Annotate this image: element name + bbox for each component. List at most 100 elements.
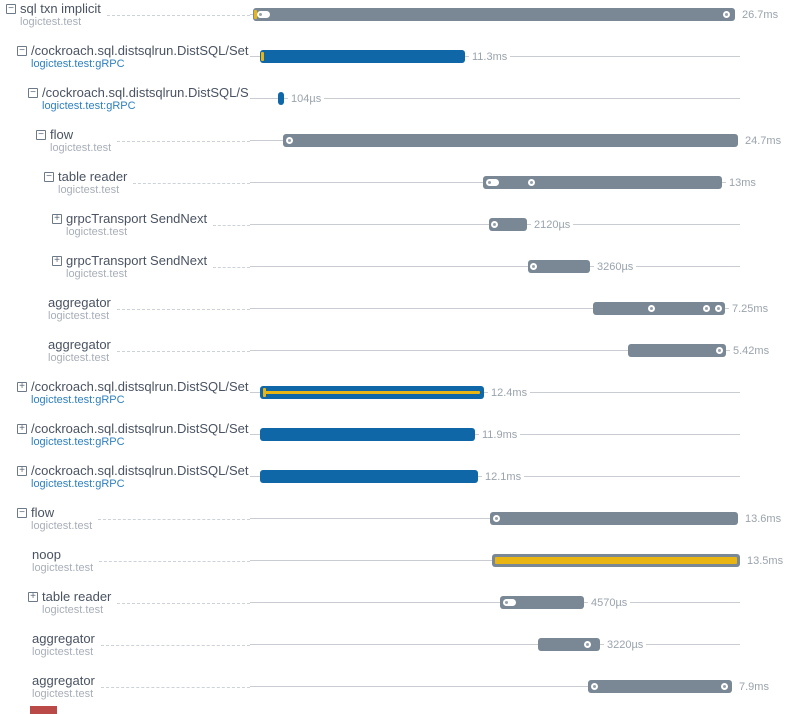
leader-line — [100, 687, 250, 688]
span-bar[interactable] — [283, 134, 738, 147]
span-bar[interactable] — [628, 344, 726, 357]
span-marker-dot — [648, 305, 655, 312]
collapse-icon[interactable]: − — [28, 88, 38, 98]
span-bar[interactable] — [260, 470, 478, 483]
span-service-label: logictest.test — [20, 16, 82, 28]
span-label-area: noop logictest.test — [0, 546, 250, 588]
span-marker-dot — [715, 305, 722, 312]
collapse-icon[interactable]: − — [36, 130, 46, 140]
span-timeline: 24.7ms — [250, 126, 786, 168]
span-bar[interactable] — [500, 596, 584, 609]
leader-line — [117, 603, 250, 604]
span-name[interactable]: grpcTransport SendNext — [66, 253, 208, 268]
span-name[interactable]: aggregator — [32, 673, 95, 688]
span-label-area: aggregator logictest.test — [0, 630, 250, 672]
expand-icon[interactable]: + — [17, 382, 27, 392]
span-name[interactable]: flow — [50, 127, 74, 142]
span-name[interactable]: /cockroach.sql.distsqlrun.DistSQL/Set — [31, 43, 249, 58]
span-service-label: logictest.test — [32, 646, 94, 658]
timeline-line-trail — [478, 476, 740, 477]
trace-row: − flow logictest.test 13.6ms — [0, 504, 786, 546]
span-text-block: aggregator logictest.test — [32, 630, 95, 658]
span-service-label: logictest.test:gRPC — [31, 394, 125, 406]
leader-line — [133, 183, 250, 184]
span-marker-dot — [721, 683, 728, 690]
span-bar[interactable] — [490, 512, 738, 525]
span-name[interactable]: sql txn implicit — [20, 1, 101, 16]
span-label-area: + /cockroach.sql.distsqlrun.DistSQL/Set … — [0, 378, 250, 420]
span-service-label: logictest.test:gRPC — [42, 100, 136, 112]
collapse-icon[interactable]: − — [6, 4, 16, 14]
expand-icon[interactable]: + — [17, 424, 27, 434]
span-duration-label: 5.42ms — [730, 345, 773, 357]
span-timeline: 13ms — [250, 168, 786, 210]
span-bar[interactable] — [278, 92, 284, 105]
span-name[interactable]: /cockroach.sql.distsqlrun.DistSQL/Set — [31, 379, 249, 394]
span-duration-label: 26.7ms — [739, 9, 782, 21]
leader-line — [116, 351, 250, 352]
span-bar[interactable] — [260, 50, 465, 63]
span-timeline: 13.5ms — [250, 546, 786, 588]
span-bar[interactable] — [260, 386, 484, 399]
collapse-icon[interactable]: − — [44, 172, 54, 182]
collapse-icon[interactable]: − — [17, 46, 27, 56]
timeline-line-lead — [250, 98, 278, 99]
span-bar[interactable] — [483, 176, 722, 189]
span-text-block: sql txn implicit logictest.test — [20, 0, 101, 28]
span-timeline: 12.1ms — [250, 462, 786, 504]
span-name[interactable]: flow — [31, 505, 55, 520]
trace-row: − /cockroach.sql.distsqlrun.DistSQL/Set … — [0, 42, 786, 84]
trace-row: + /cockroach.sql.distsqlrun.DistSQL/Set … — [0, 420, 786, 462]
span-bar[interactable] — [260, 428, 475, 441]
span-label-area: − /cockroach.sql.distsqlrun.DistSQL/Set … — [0, 42, 250, 84]
span-name[interactable]: /cockroach.sql.distsqlrun.DistSQL/S — [42, 85, 249, 100]
span-bar[interactable] — [593, 302, 725, 315]
span-duration-label: 104µs — [288, 93, 325, 105]
timeline-line-trail — [484, 392, 740, 393]
span-marker-dot — [528, 179, 535, 186]
trace-row: aggregator logictest.test 3220µs — [0, 630, 786, 672]
span-label-area: − flow logictest.test — [0, 126, 250, 168]
span-name[interactable]: aggregator — [48, 295, 111, 310]
span-marker-dot — [716, 347, 723, 354]
span-duration-label: 2120µs — [531, 219, 574, 231]
trace-row: aggregator logictest.test 7.9ms — [0, 672, 786, 714]
span-bar[interactable] — [538, 638, 600, 651]
span-name[interactable]: table reader — [42, 589, 112, 604]
span-duration-label: 13ms — [726, 177, 759, 189]
span-timeline: 3260µs — [250, 252, 786, 294]
expand-icon[interactable]: + — [28, 592, 38, 602]
span-marker-dot — [591, 683, 598, 690]
span-service-label: logictest.test — [31, 520, 93, 532]
span-bar[interactable] — [588, 680, 732, 693]
span-bar[interactable] — [253, 8, 735, 21]
yellow-stripe — [264, 391, 480, 394]
span-marker-pill — [503, 599, 516, 606]
expand-icon[interactable]: + — [17, 466, 27, 476]
span-timeline: 4570µs — [250, 588, 786, 630]
span-bar[interactable] — [492, 554, 740, 567]
trace-row: + /cockroach.sql.distsqlrun.DistSQL/Set … — [0, 378, 786, 420]
span-bar[interactable] — [489, 218, 527, 231]
span-service-label: logictest.test — [42, 604, 104, 616]
span-text-block: flow logictest.test — [50, 126, 111, 154]
span-timeline: 3220µs — [250, 630, 786, 672]
span-name[interactable]: /cockroach.sql.distsqlrun.DistSQL/Set — [31, 463, 249, 478]
span-name[interactable]: table reader — [58, 169, 128, 184]
span-duration-label: 12.4ms — [488, 387, 531, 399]
expand-icon[interactable]: + — [52, 256, 62, 266]
span-name[interactable]: aggregator — [32, 631, 95, 646]
span-marker-dot — [493, 515, 500, 522]
timeline-line-trail — [465, 56, 740, 57]
span-name[interactable]: /cockroach.sql.distsqlrun.DistSQL/Set — [31, 421, 249, 436]
span-name[interactable]: aggregator — [48, 337, 111, 352]
span-name[interactable]: noop — [32, 547, 61, 562]
timeline-line-trail — [600, 644, 740, 645]
collapse-icon[interactable]: − — [17, 508, 27, 518]
span-text-block: grpcTransport SendNext logictest.test — [66, 210, 207, 238]
span-name[interactable]: grpcTransport SendNext — [66, 211, 208, 226]
leader-line — [98, 519, 250, 520]
span-text-block: table reader logictest.test — [58, 168, 127, 196]
span-bar[interactable] — [528, 260, 590, 273]
expand-icon[interactable]: + — [52, 214, 62, 224]
